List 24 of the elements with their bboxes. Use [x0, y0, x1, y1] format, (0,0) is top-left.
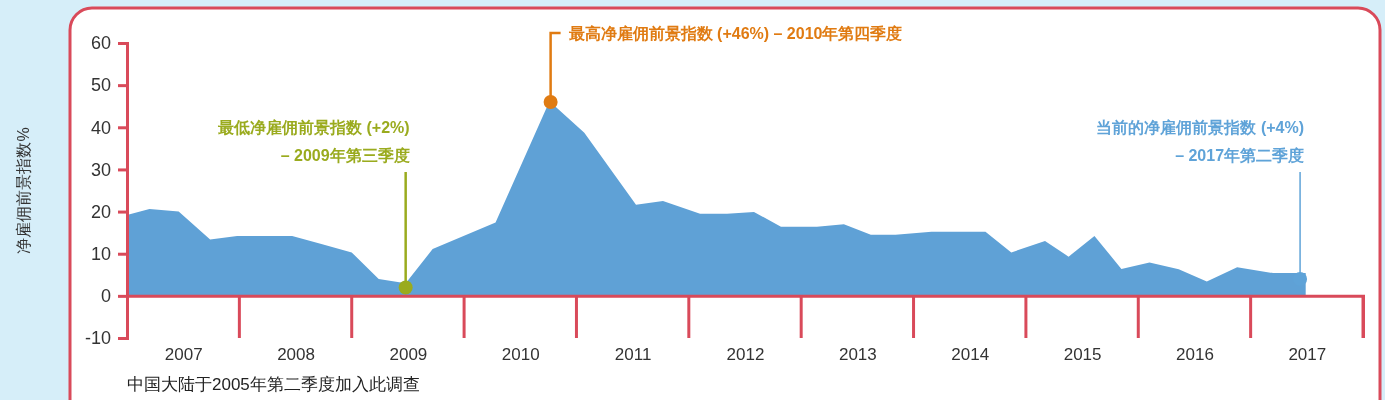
text: 中国大陆于2005年第二季度加入此调查 — [127, 375, 420, 394]
y-tick-label: 50 — [90, 75, 111, 96]
x-tick-label: 2010 — [501, 345, 540, 365]
annotation: 最低净雇佣前景指数 (+2%) – 2009年第三季度 — [217, 118, 410, 164]
x-tick-label: 2008 — [277, 345, 315, 365]
y-tick-label: -10 — [84, 328, 111, 349]
x-tick-label: 2012 — [726, 345, 765, 365]
x-tick-label: 2017 — [1288, 345, 1327, 365]
y-tick-label: 30 — [90, 159, 111, 180]
y-tick-label: 10 — [90, 243, 111, 264]
annotation: 当前的净雇佣前景指数 (+4%) – 2017年第二季度 — [1096, 118, 1305, 164]
y-axis-title: 净雇佣前景指数% — [15, 127, 32, 254]
y-tick-label: 20 — [90, 201, 111, 222]
x-tick-label: 2007 — [164, 345, 203, 365]
x-tick-label: 2014 — [951, 345, 990, 365]
x-tick-label: 2013 — [838, 345, 877, 365]
x-tick-label: 2011 — [614, 345, 652, 365]
y-tick-label: 0 — [100, 286, 111, 307]
x-tick-label: 2009 — [389, 345, 428, 365]
y-tick-label: 60 — [90, 33, 111, 54]
x-tick-label: 2015 — [1063, 345, 1102, 365]
annotation: 最高净雇佣前景指数 (+46%) – 2010年第四季度 — [567, 24, 903, 42]
y-tick-label: 40 — [90, 117, 111, 138]
x-tick-label: 2016 — [1176, 345, 1214, 365]
